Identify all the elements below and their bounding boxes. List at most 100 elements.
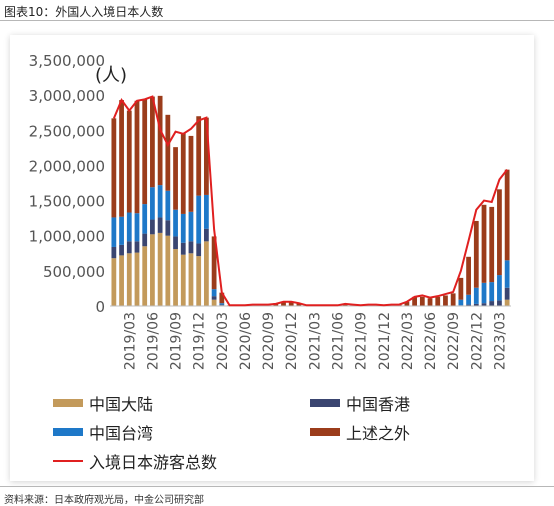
bar-mainland bbox=[211, 299, 217, 306]
bar-hongkong bbox=[165, 220, 171, 236]
bar-taiwan bbox=[126, 212, 132, 242]
x-tick-label: 2021/03 bbox=[307, 312, 323, 370]
x-tick-label: 2019/03 bbox=[122, 312, 138, 370]
y-tick-label: 3,500,000 bbox=[29, 52, 105, 70]
bar-other bbox=[219, 292, 225, 304]
bar-taiwan bbox=[473, 287, 479, 304]
bar-taiwan bbox=[196, 195, 202, 244]
legend-swatch-total bbox=[53, 460, 83, 462]
bar-hongkong bbox=[150, 219, 155, 235]
bar-hongkong bbox=[188, 241, 194, 254]
bottom-divider bbox=[0, 486, 554, 487]
bar-other bbox=[427, 298, 433, 306]
y-tick-label: 3,000,000 bbox=[29, 87, 105, 105]
x-tick-label: 2019/06 bbox=[145, 312, 161, 370]
x-tick-label: 2023/03 bbox=[492, 312, 508, 370]
bar-other bbox=[435, 296, 441, 306]
bar-taiwan bbox=[489, 282, 495, 302]
bar-other bbox=[288, 302, 294, 306]
bar-hongkong bbox=[180, 242, 186, 255]
x-tick-label: 2019/09 bbox=[169, 312, 185, 370]
bar-other bbox=[443, 295, 448, 306]
y-tick-label: 1,000,000 bbox=[29, 228, 105, 246]
bar-taiwan bbox=[497, 275, 502, 301]
bar-other bbox=[173, 147, 178, 210]
bar-mainland bbox=[196, 256, 202, 306]
bar-mainland bbox=[111, 258, 117, 306]
bar-hongkong bbox=[211, 296, 217, 300]
bar-hongkong bbox=[473, 303, 479, 306]
total-line bbox=[112, 95, 508, 307]
bar-other bbox=[466, 256, 471, 295]
bar-other bbox=[157, 95, 163, 186]
bar-hongkong bbox=[111, 246, 117, 259]
bar-hongkong bbox=[204, 228, 209, 242]
legend-item-taiwan: 中国台湾 bbox=[53, 420, 153, 444]
x-tick-label: 2022/03 bbox=[400, 312, 416, 370]
bar-hongkong bbox=[196, 243, 202, 257]
bar-hongkong bbox=[481, 303, 487, 306]
bar-taiwan bbox=[204, 194, 209, 229]
bar-other bbox=[489, 206, 495, 283]
legend-label-mainland: 中国大陆 bbox=[89, 395, 154, 414]
bar-other bbox=[497, 189, 502, 276]
bar-taiwan bbox=[188, 211, 194, 242]
bar-mainland bbox=[142, 246, 148, 306]
y-tick-label: 2,000,000 bbox=[29, 157, 105, 175]
bar-taiwan bbox=[504, 260, 510, 288]
y-tick-label: 2,500,000 bbox=[29, 122, 105, 140]
x-tick-label: 2020/09 bbox=[261, 312, 277, 370]
legend-swatch-taiwan bbox=[53, 428, 83, 436]
bar-other bbox=[458, 277, 464, 300]
bar-mainland bbox=[134, 252, 140, 306]
bar-other bbox=[111, 118, 117, 218]
bar-taiwan bbox=[134, 213, 140, 242]
bar-other bbox=[204, 117, 209, 195]
bar-taiwan bbox=[150, 187, 155, 220]
legend-swatch-other bbox=[310, 428, 340, 436]
bar-mainland bbox=[173, 249, 178, 306]
bar-taiwan bbox=[111, 217, 117, 247]
x-tick-label: 2022/12 bbox=[469, 312, 485, 370]
bar-other bbox=[142, 99, 148, 205]
legend-item-mainland: 中国大陆 bbox=[53, 391, 153, 415]
y-tick-label: 0 bbox=[95, 298, 105, 316]
bar-other bbox=[196, 116, 202, 196]
bar-other bbox=[450, 293, 456, 306]
bar-taiwan bbox=[481, 282, 487, 304]
bar-hongkong bbox=[134, 241, 140, 253]
bar-hongkong bbox=[119, 244, 124, 256]
y-tick-label: 500,000 bbox=[43, 263, 105, 281]
bar-mainland bbox=[150, 234, 155, 306]
bar-hongkong bbox=[466, 304, 471, 306]
y-unit-label: (人) bbox=[95, 65, 127, 86]
bar-other bbox=[419, 296, 425, 306]
bar-hongkong bbox=[489, 301, 495, 306]
bar-taiwan bbox=[219, 303, 225, 305]
x-tick-label: 2020/12 bbox=[284, 312, 300, 370]
y-tick-label: 1,500,000 bbox=[29, 193, 105, 211]
bar-taiwan bbox=[165, 190, 171, 221]
bar-hongkong bbox=[126, 241, 132, 254]
bar-other bbox=[134, 100, 140, 214]
bar-hongkong bbox=[142, 233, 148, 247]
bar-other bbox=[188, 135, 194, 212]
x-tick-label: 2019/12 bbox=[192, 312, 208, 370]
legend-swatch-mainland bbox=[53, 399, 83, 407]
bar-other bbox=[404, 301, 410, 306]
x-tick-label: 2021/09 bbox=[354, 312, 370, 370]
bar-mainland bbox=[119, 255, 124, 306]
x-tick-label: 2021/06 bbox=[330, 312, 346, 370]
source-note: 资料来源：日本政府观光局，中金公司研究部 bbox=[4, 495, 204, 506]
bar-taiwan bbox=[173, 209, 178, 237]
x-tick-label: 2020/03 bbox=[215, 312, 231, 370]
bar-hongkong bbox=[173, 236, 178, 250]
bar-taiwan bbox=[466, 294, 471, 305]
bar-hongkong bbox=[504, 287, 510, 300]
bar-other bbox=[473, 220, 479, 288]
bar-taiwan bbox=[211, 289, 217, 297]
bar-other bbox=[296, 303, 302, 306]
bar-other bbox=[180, 133, 186, 214]
stacked-bar-chart: 0 500,000 1,000,000 1,500,000 2,000,000 2,500… bbox=[29, 52, 511, 370]
bar-taiwan bbox=[180, 213, 186, 243]
